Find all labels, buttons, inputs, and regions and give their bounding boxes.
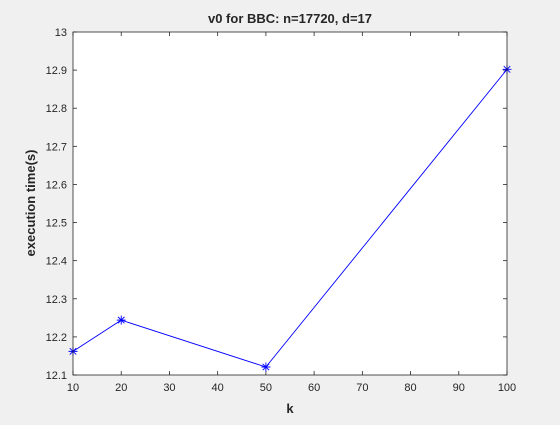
y-tick-label: 12.8 (46, 103, 67, 115)
x-tick-label: 10 (67, 382, 79, 394)
x-tick-label: 20 (115, 382, 127, 394)
series-line (72, 69, 508, 368)
y-tick-label: 12.5 (46, 218, 67, 230)
x-tick-label: 80 (404, 382, 416, 394)
y-tick-label: 12.1 (46, 370, 67, 382)
x-tick-label: 40 (212, 382, 224, 394)
y-tick-label: 12.9 (46, 65, 67, 77)
y-tick-label: 12.7 (46, 141, 67, 153)
y-tick-label: 12.4 (46, 256, 67, 268)
y-tick-label: 12.6 (46, 179, 67, 191)
x-tick-label: 30 (163, 382, 175, 394)
y-tick-label: 12.2 (46, 332, 67, 344)
x-tick-label: 50 (260, 382, 272, 394)
y-axis-label: execution time(s) (23, 150, 38, 257)
plot-area (73, 32, 507, 375)
x-tick-label: 100 (498, 382, 516, 394)
y-tick-label: 13 (55, 27, 67, 39)
data-point-marker (261, 362, 271, 372)
y-axis-ticks: 12.1 12.2 12.3 12.4 12.5 12.6 12.7 12.8 12.9 13 (46, 27, 507, 382)
axes-box (72, 31, 508, 376)
y-tick-label: 12.3 (46, 294, 67, 306)
chart-title: v0 for BBC: n=17720, d=17 (208, 11, 372, 26)
x-axis-label: k (286, 401, 294, 416)
x-tick-label: 90 (453, 382, 465, 394)
data-point-marker (116, 315, 126, 325)
x-axis-ticks: 10 20 30 40 50 60 70 80 90 100 (67, 32, 516, 394)
x-tick-label: 60 (308, 382, 320, 394)
x-tick-label: 70 (356, 382, 368, 394)
